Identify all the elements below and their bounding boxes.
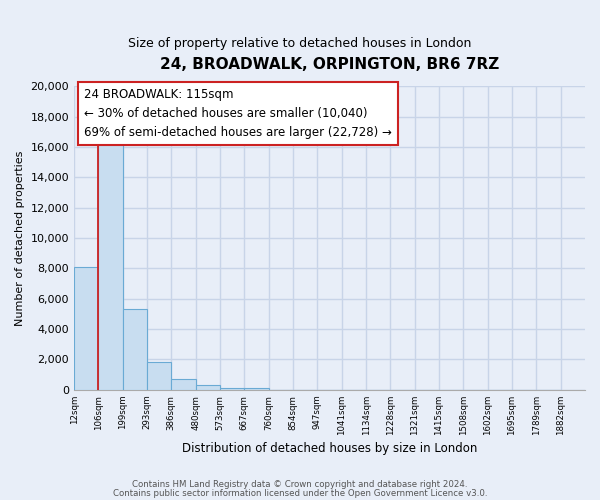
Text: Size of property relative to detached houses in London: Size of property relative to detached ho… [128,38,472,51]
Text: Contains public sector information licensed under the Open Government Licence v3: Contains public sector information licen… [113,488,487,498]
Bar [220,388,244,390]
Bar [172,379,196,390]
Bar [98,138,123,390]
Bar [196,386,220,390]
Text: Contains HM Land Registry data © Crown copyright and database right 2024.: Contains HM Land Registry data © Crown c… [132,480,468,489]
Title: 24, BROADWALK, ORPINGTON, BR6 7RZ: 24, BROADWALK, ORPINGTON, BR6 7RZ [160,58,499,72]
X-axis label: Distribution of detached houses by size in London: Distribution of detached houses by size … [182,442,477,455]
Bar [147,362,172,390]
Text: 24 BROADWALK: 115sqm
← 30% of detached houses are smaller (10,040)
69% of semi-d: 24 BROADWALK: 115sqm ← 30% of detached h… [84,88,392,138]
Bar [74,267,98,390]
Bar [244,388,269,390]
Bar [123,310,147,390]
Y-axis label: Number of detached properties: Number of detached properties [15,150,25,326]
